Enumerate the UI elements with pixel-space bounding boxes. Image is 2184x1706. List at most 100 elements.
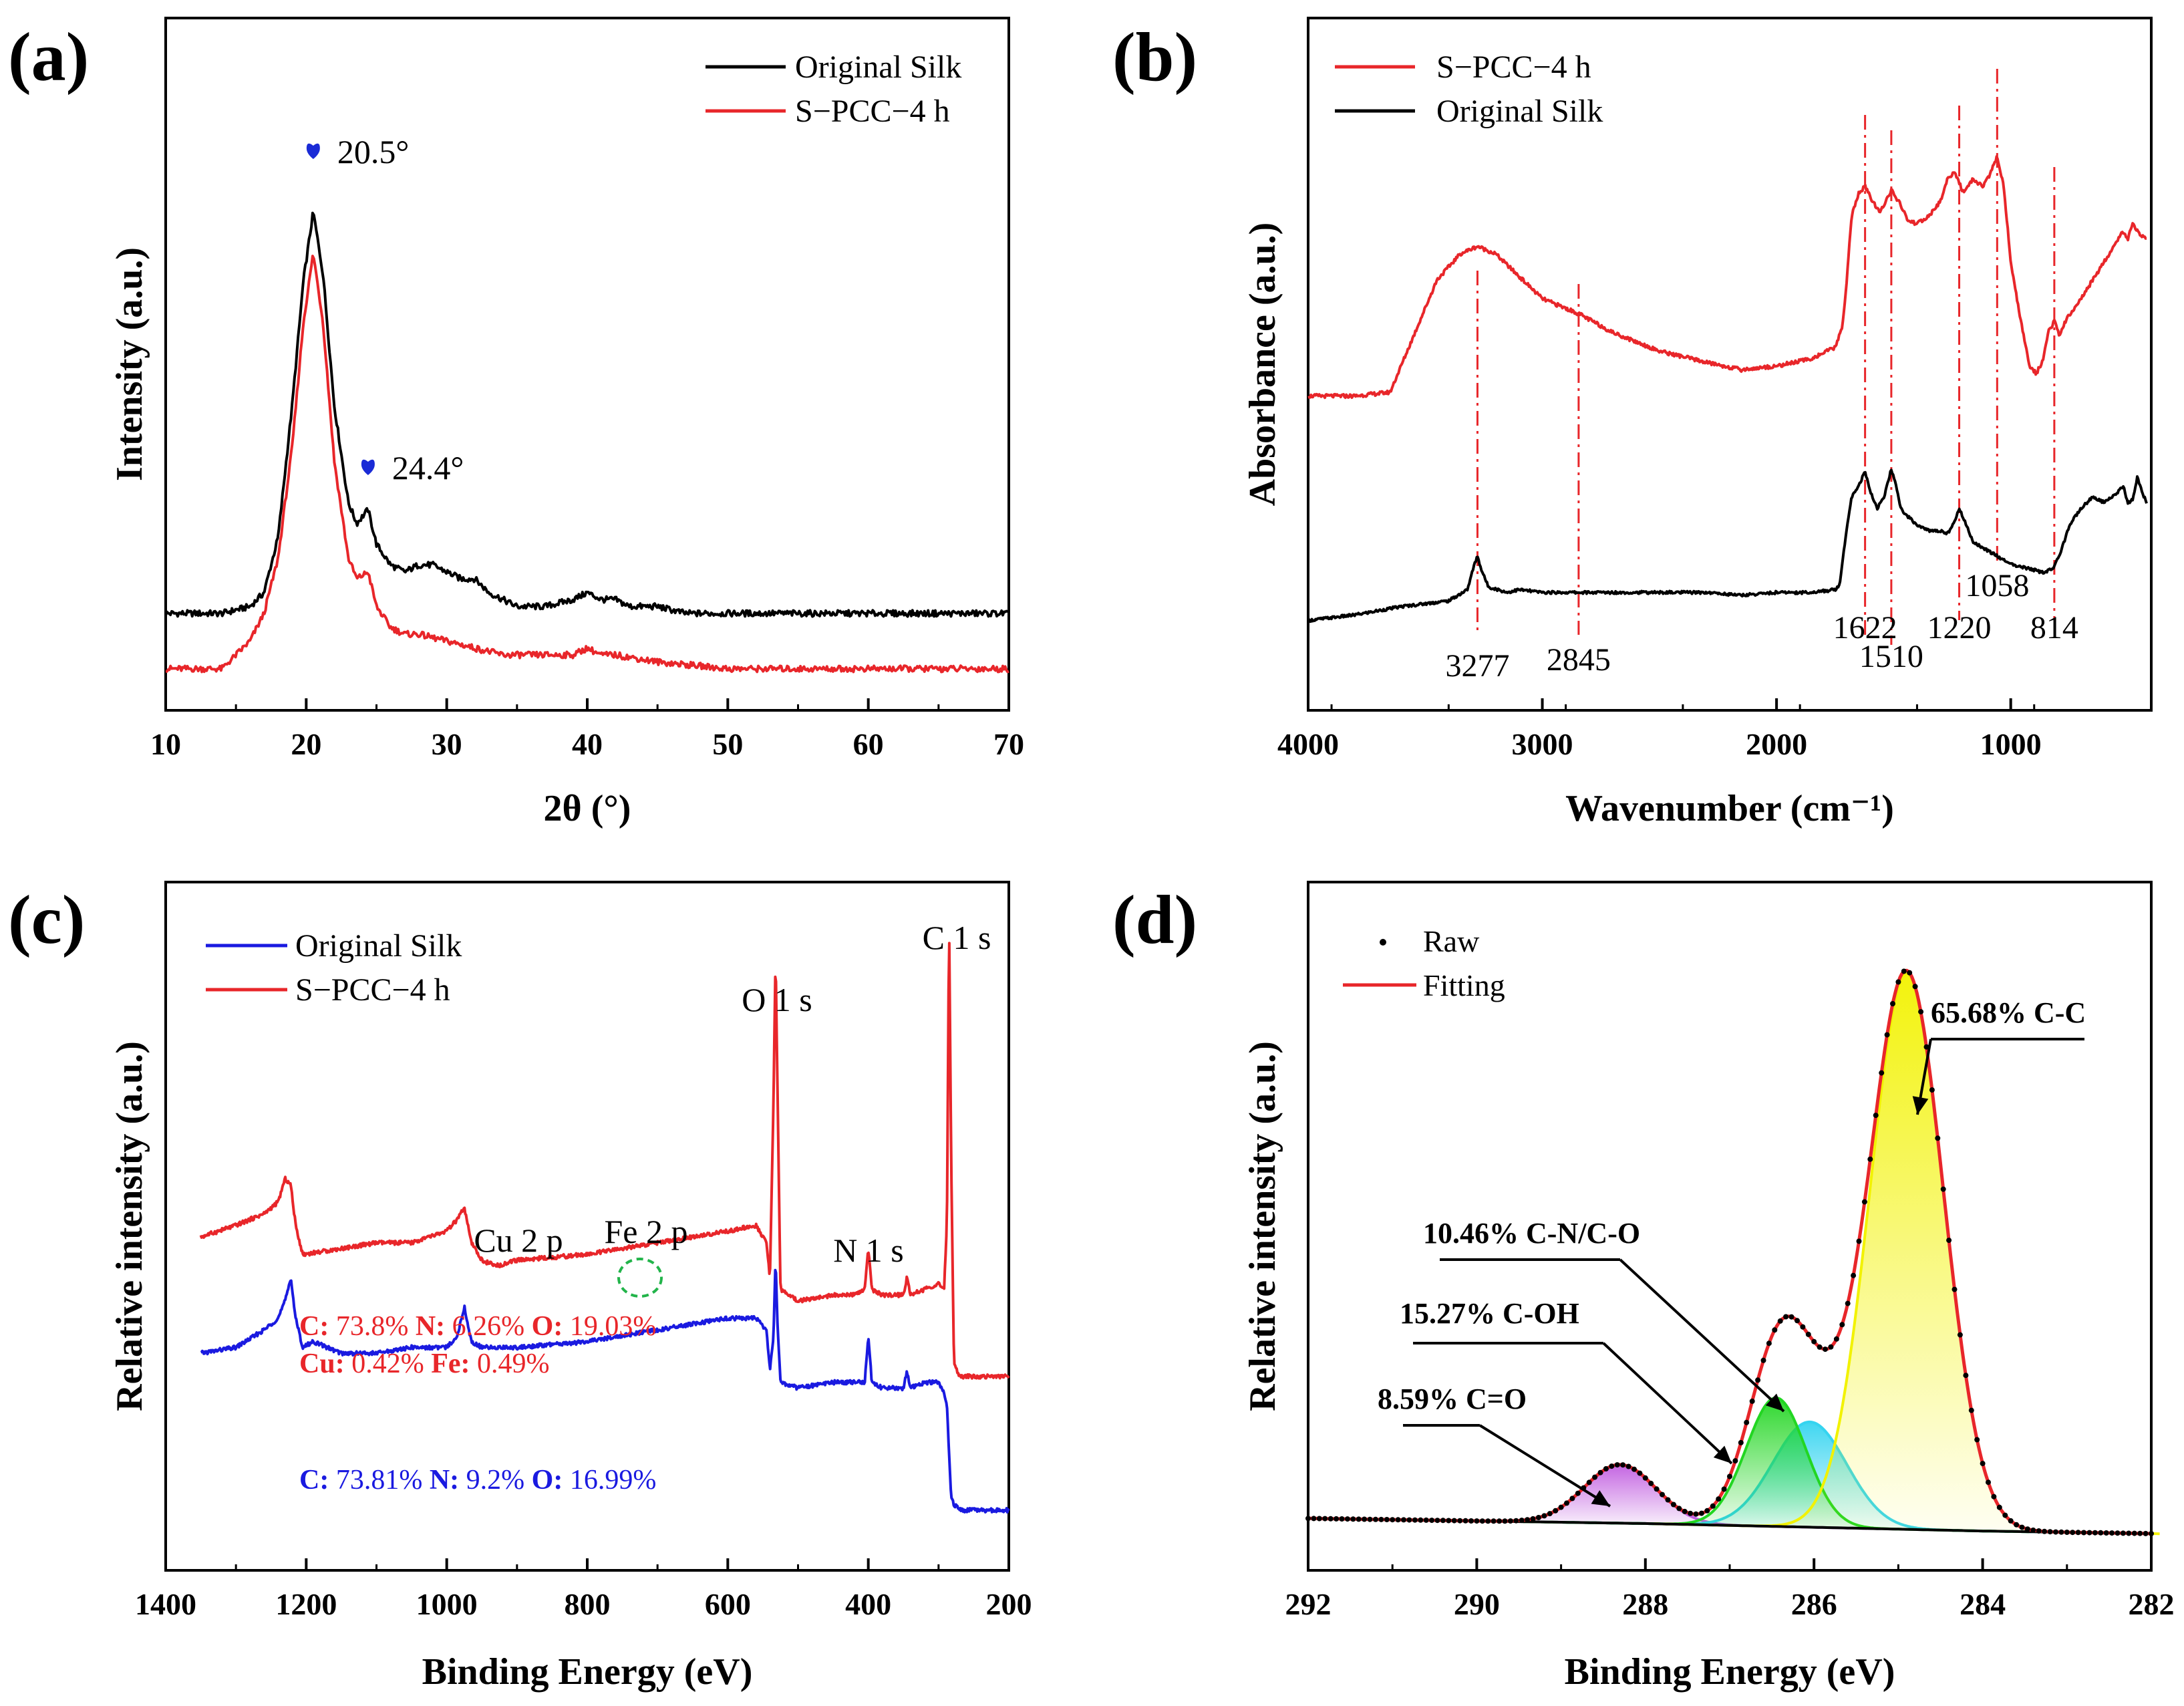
chart-d-raw-point <box>1788 1314 1795 1320</box>
chart-d-xtick-label: 282 <box>2129 1587 2175 1621</box>
chart-d-raw-point <box>1418 1517 1424 1523</box>
chart-c-composition-spcc-metals-part: Cu: <box>299 1348 345 1379</box>
chart-c-composition-original-part: O: <box>532 1465 563 1496</box>
chart-d-raw-point <box>2075 1530 2081 1536</box>
chart-d-raw-point <box>1828 1344 1834 1350</box>
chart-b-peak-label: 2845 <box>1547 642 1611 678</box>
chart-c-peak-label: O 1 s <box>742 981 812 1018</box>
chart-d-raw-point <box>2131 1530 2137 1536</box>
chart-d-raw-point <box>1895 979 1901 985</box>
chart-d-raw-point <box>1637 1470 1643 1476</box>
chart-d-raw-point <box>1367 1516 1373 1522</box>
chart-d-raw-point <box>1592 1474 1598 1480</box>
chart-d-component-fill <box>1654 974 2160 1534</box>
chart-d-raw-point <box>1350 1516 1356 1522</box>
chart-a-xtick-label: 60 <box>853 727 884 761</box>
chart-d-raw-point <box>1614 1462 1620 1468</box>
chart-d-raw-point <box>1474 1518 1480 1524</box>
chart-c-composition-spcc-part: 19.03% <box>563 1311 656 1342</box>
chart-c-peak-label: Fe 2 p <box>605 1213 688 1250</box>
chart-d-raw-point <box>1732 1458 1738 1464</box>
chart-b-peak-label: 1220 <box>1927 610 1992 646</box>
chart-d-raw-point <box>1564 1500 1569 1506</box>
chart-c-legend-label: Original Silk <box>295 928 462 964</box>
chart-d-arrow-coh <box>1602 1342 1733 1465</box>
chart-b-peak-label: 1058 <box>1965 568 2029 603</box>
chart-d-raw-point <box>1603 1466 1609 1471</box>
chart-d-raw-point <box>1378 1516 1384 1522</box>
chart-d-xtick-label: 290 <box>1454 1587 1500 1621</box>
chart-d-raw-point <box>1569 1496 1575 1502</box>
chart-c-composition-original-part: C: <box>299 1465 329 1496</box>
chart-d-raw-point <box>2081 1530 2086 1536</box>
chart-d-raw-point <box>1688 1510 1694 1516</box>
chart-d-raw-point <box>1923 1044 1929 1050</box>
chart-d-ylabel: Relative intensity (a.u.) <box>1242 1041 1283 1411</box>
chart-d-raw-point <box>1660 1491 1665 1498</box>
chart-d-raw-point <box>2014 1522 2020 1528</box>
chart-b-xlabel: Wavenumber (cm⁻¹) <box>1565 788 1894 829</box>
chart-d-raw-point <box>1929 1087 1935 1093</box>
chart-d-raw-point <box>1328 1516 1334 1522</box>
chart-d-raw-point <box>1356 1516 1362 1522</box>
chart-d-raw-point <box>1823 1346 1828 1353</box>
chart-d-raw-point <box>1996 1504 2002 1510</box>
chart-d-raw-point <box>1597 1469 1603 1475</box>
chart-c-composition-spcc-metals-part: 0.42% <box>345 1348 432 1379</box>
chart-d-raw-point <box>1833 1336 1839 1342</box>
chart-d-raw-point <box>1980 1461 1986 1467</box>
chart-d-raw-point <box>1642 1475 1648 1481</box>
chart-c-composition-spcc-part: 73.8% <box>329 1311 416 1342</box>
chart-c-xtick-label: 600 <box>705 1587 751 1621</box>
chart-d-raw-point <box>1991 1494 1997 1500</box>
chart-d-raw-point <box>1772 1327 1778 1333</box>
chart-d-raw-point <box>1817 1344 1823 1350</box>
chart-d-raw-point <box>2053 1529 2058 1535</box>
chart-d-raw-point <box>1766 1340 1772 1346</box>
chart-a-xtick-label: 20 <box>291 727 321 761</box>
chart-d-raw-point <box>2030 1527 2036 1533</box>
chart-d-raw-point <box>1390 1517 1396 1523</box>
chart-c-composition-original: C: 73.81% N: 9.2% O: 16.99% <box>299 1465 656 1496</box>
chart-b-series-spcc <box>1307 155 2147 400</box>
chart-d-annotation-cn: 10.46% C-N/C-O <box>1423 1217 1640 1250</box>
chart-d-xtick-label: 286 <box>1791 1587 1837 1621</box>
chart-d-raw-point <box>1530 1516 1536 1522</box>
chart-d-raw-point <box>1738 1439 1744 1445</box>
chart-d-raw-point <box>2070 1530 2076 1536</box>
chart-c-series-spcc <box>199 942 1010 1380</box>
chart-d-raw-point <box>1952 1286 1958 1292</box>
chart-c-composition-original-part: N: <box>430 1465 459 1496</box>
chart-d-raw-point <box>2002 1512 2008 1518</box>
chart-d-arrow-cc-head <box>1912 1096 1929 1115</box>
chart-d-raw-point <box>1727 1473 1732 1479</box>
chart-d-raw-point <box>1795 1318 1800 1324</box>
chart-c-composition-spcc-part: N: <box>416 1311 445 1342</box>
chart-d-raw-point <box>1884 1032 1890 1038</box>
chart-d-raw-point <box>2143 1530 2149 1536</box>
chart-a-xtick-label: 70 <box>993 727 1024 761</box>
chart-d-raw-point <box>1721 1486 1727 1492</box>
chart-c-composition-original-part: 16.99% <box>563 1465 656 1496</box>
chart-d-raw-point <box>1957 1332 1963 1338</box>
chart-d-raw-point <box>1805 1331 1811 1337</box>
chart-d-raw-point <box>2137 1530 2143 1536</box>
chart-a-annotation: 20.5° <box>337 133 409 170</box>
chart-c-xlabel: Binding Energy (eV) <box>422 1651 753 1693</box>
chart-d-raw-point <box>1609 1463 1615 1469</box>
chart-a-xtick-label: 10 <box>150 727 181 761</box>
chart-d-raw-point <box>1716 1496 1722 1502</box>
chart-d-raw-point <box>1648 1480 1654 1486</box>
chart-d-raw-point <box>1918 1009 1924 1015</box>
chart-d-raw-point <box>2126 1530 2132 1536</box>
chart-d-raw-point <box>1547 1511 1553 1517</box>
chart-d-raw-point <box>1429 1518 1435 1524</box>
chart-d-raw-point <box>1710 1503 1716 1509</box>
chart-d-raw-point <box>1513 1518 1519 1524</box>
chart-d-raw-point <box>1373 1516 1378 1522</box>
chart-b-xtick-label: 4000 <box>1277 727 1339 761</box>
chart-c-xtick-label: 200 <box>986 1587 1032 1621</box>
chart-d-raw-point <box>2058 1529 2064 1535</box>
chart-d-arrow-co-head <box>1591 1490 1610 1506</box>
